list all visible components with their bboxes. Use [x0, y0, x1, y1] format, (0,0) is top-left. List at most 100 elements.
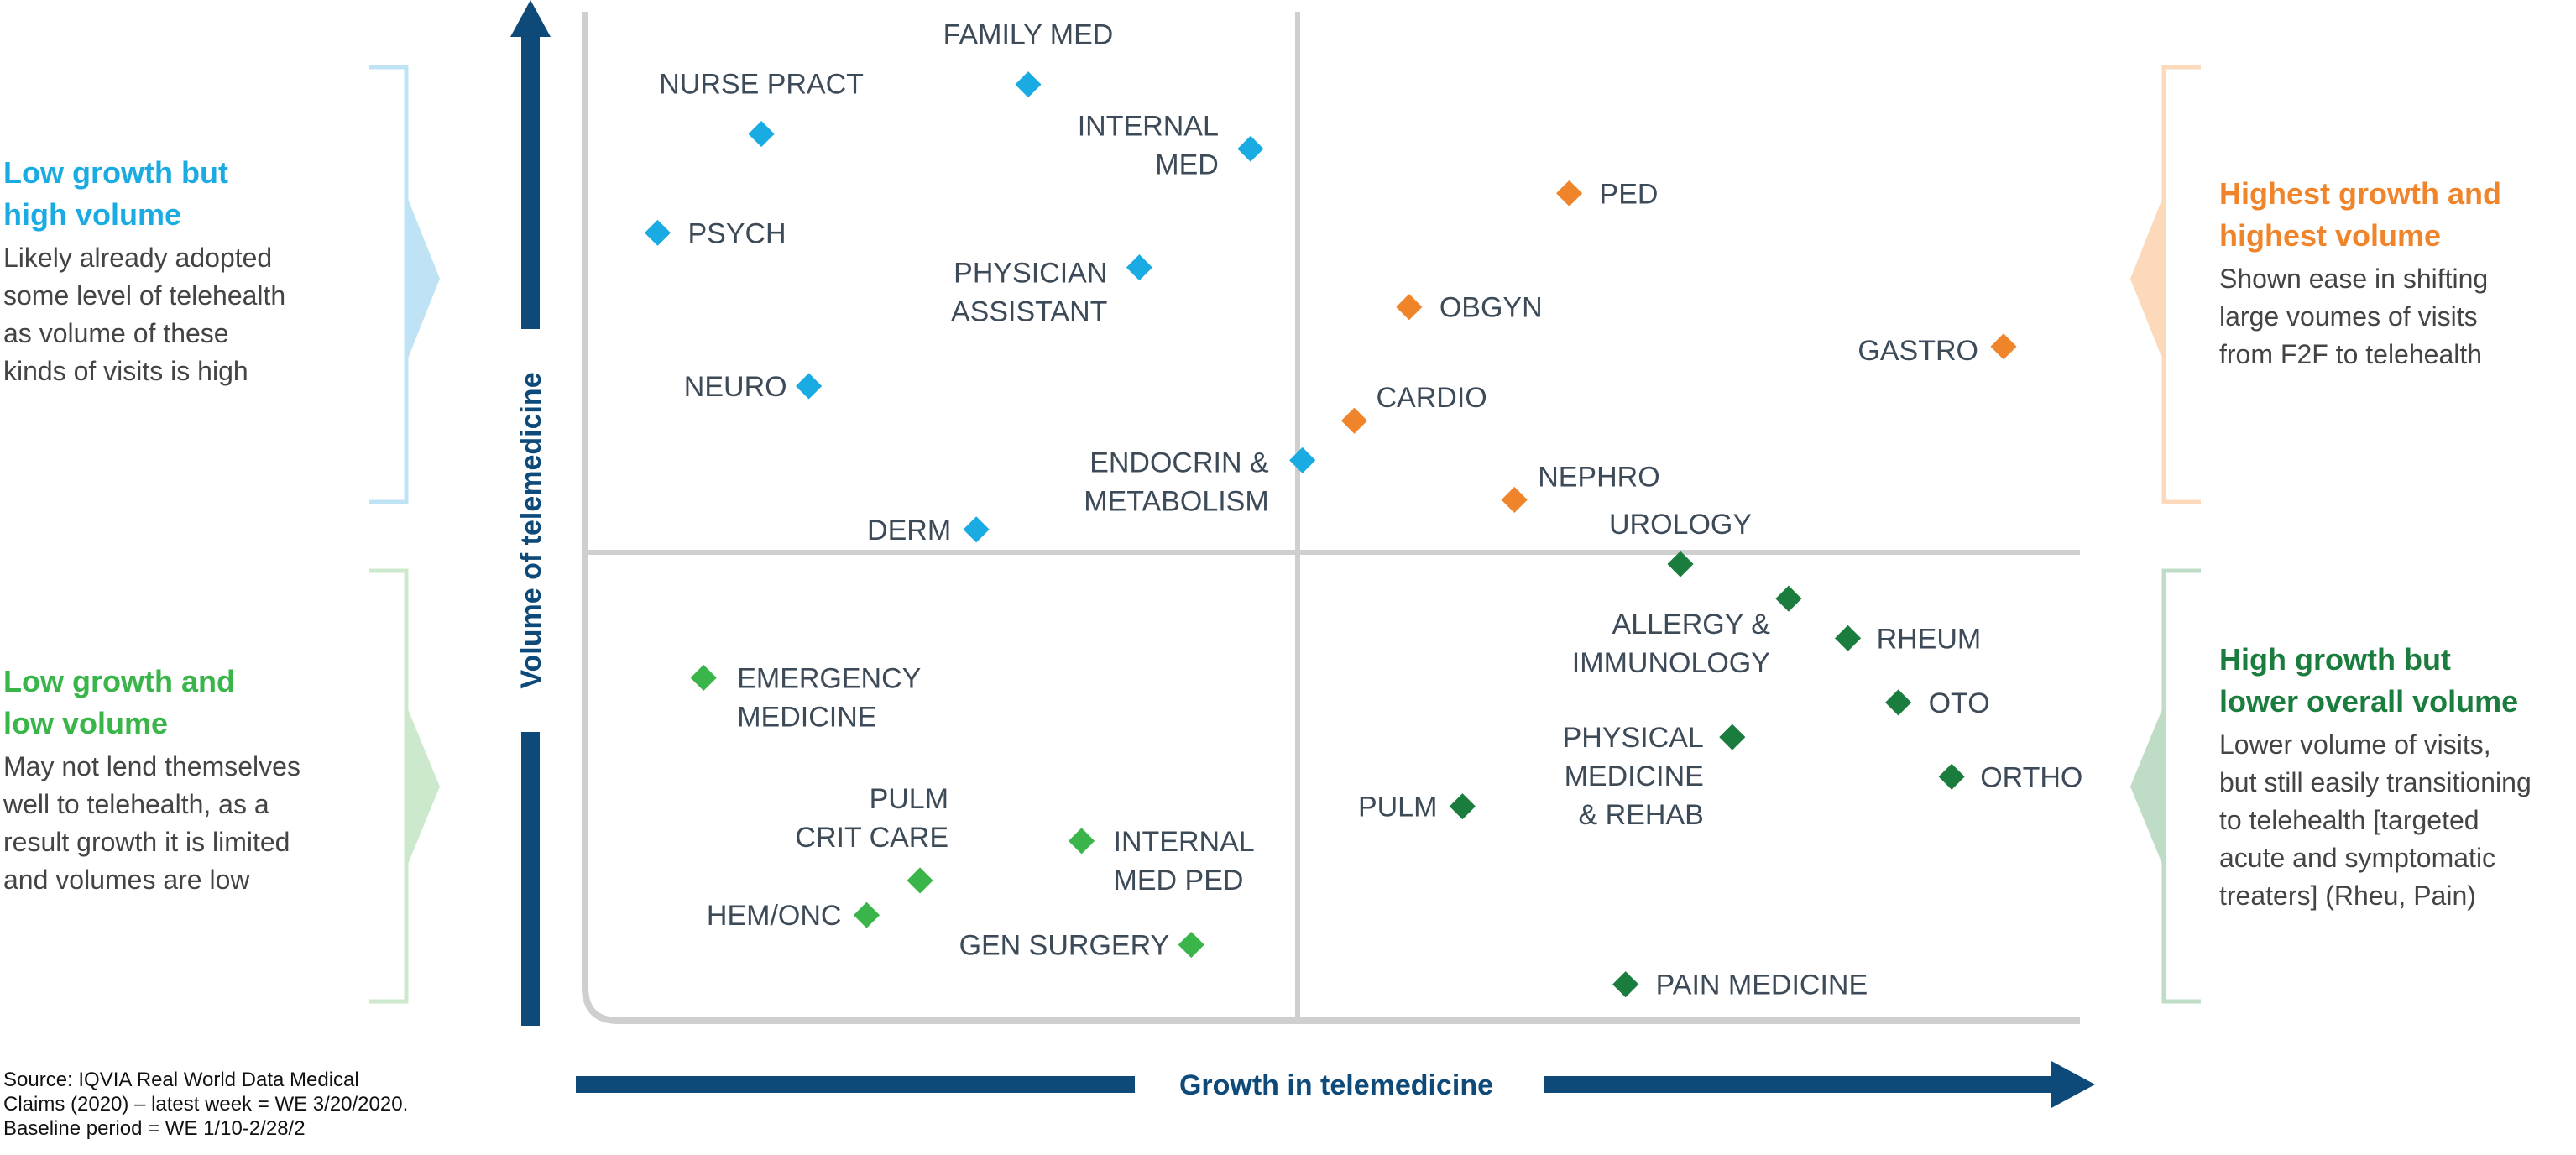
- point-label: HEM/ONC: [707, 900, 842, 932]
- point-label: PULM: [1358, 792, 1437, 823]
- point-marker: [690, 664, 717, 692]
- point-label: PHYSICIAN: [954, 258, 1107, 290]
- panel-title-line: lower overall volume: [2219, 684, 2519, 719]
- panel-desc-line: Likely already adopted: [3, 243, 273, 273]
- y-axis-label: Volume of telemedicine: [515, 372, 547, 688]
- source-line: Source: IQVIA Real World Data Medical: [3, 1069, 359, 1091]
- data-point: EMERGENCY MEDICINE: [690, 662, 921, 733]
- point-marker: [1126, 254, 1152, 281]
- panel-desc-line: result growth it is limited: [3, 827, 290, 857]
- point-label: IMMUNOLOGY: [1572, 647, 1770, 679]
- data-point: GASTRO: [1858, 333, 2017, 367]
- point-label: PAIN MEDICINE: [1656, 969, 1868, 1001]
- point-label: CRIT CARE: [795, 822, 948, 854]
- panel-title-line: High growth but: [2219, 642, 2451, 677]
- data-point: PULM CRIT CARE: [795, 783, 948, 894]
- point-label: EMERGENCY: [737, 662, 921, 694]
- y-axis-arrow: [510, 0, 551, 1026]
- point-label: INTERNAL: [1114, 826, 1255, 858]
- data-point: CARDIO: [1340, 382, 1487, 434]
- point-marker: [1938, 763, 1965, 790]
- point-marker: [1501, 486, 1528, 513]
- point-label: FAMILY MED: [943, 19, 1114, 51]
- panel-bottom-right: High growth but lower overall volume Low…: [2219, 639, 2572, 915]
- point-label: ENDOCRIN &: [1089, 447, 1269, 478]
- data-point: FAMILY MED: [943, 19, 1114, 98]
- panel-bottom-left: Low growth and low volume May not lend t…: [3, 661, 364, 899]
- data-points: NURSE PRACT FAMILY MED INTERNAL MED PSYCH PHY…: [644, 19, 2082, 1001]
- point-marker: [963, 516, 990, 543]
- data-point: PAIN MEDICINE: [1612, 969, 1868, 1001]
- point-marker: [907, 867, 933, 894]
- data-point: DERM: [867, 515, 990, 546]
- panel-desc-line: large voumes of visits: [2219, 301, 2478, 332]
- bracket-top-right: [2130, 65, 2201, 504]
- point-label: MEDICINE: [737, 701, 876, 733]
- data-point: INTERNAL MED: [1078, 110, 1264, 180]
- point-label: GASTRO: [1858, 335, 1978, 367]
- panel-top-right: Highest growth and highest volume Shown …: [2219, 173, 2572, 374]
- panel-desc-line: and volumes are low: [3, 865, 250, 895]
- data-point: ENDOCRIN & METABOLISM: [1084, 447, 1316, 517]
- data-point: NURSE PRACT: [659, 69, 864, 148]
- data-point: NEPHRO: [1501, 461, 1660, 513]
- point-marker: [796, 373, 823, 400]
- panel-desc-line: May not lend themselves: [3, 751, 300, 781]
- data-point: ALLERGY & IMMUNOLOGY: [1572, 585, 1802, 679]
- point-label: CARDIO: [1376, 382, 1487, 414]
- point-label: PED: [1600, 178, 1659, 210]
- panel-desc-line: acute and symptomatic: [2219, 843, 2496, 873]
- source-line: Baseline period = WE 1/10-2/28/2: [3, 1117, 306, 1140]
- point-label: ASSISTANT: [951, 296, 1107, 328]
- point-label: MEDICINE: [1565, 760, 1704, 792]
- bracket-bottom-left: [369, 568, 440, 1004]
- panel-desc-line: as volume of these: [3, 318, 229, 348]
- data-point: INTERNAL MED PED: [1068, 826, 1255, 896]
- x-axis-arrow: [576, 1061, 2095, 1108]
- point-label: NURSE PRACT: [659, 69, 864, 101]
- point-label: INTERNAL: [1078, 110, 1219, 142]
- point-label: MED: [1155, 149, 1219, 180]
- panel-title-line: Low growth and: [3, 664, 235, 698]
- data-point: RHEUM: [1835, 623, 1981, 655]
- point-marker: [1990, 333, 2017, 360]
- point-marker: [853, 902, 880, 928]
- x-axis-label: Growth in telemedicine: [1179, 1069, 1493, 1101]
- panel-desc-line: Lower volume of visits,: [2219, 729, 2491, 760]
- point-marker: [1835, 625, 1862, 651]
- panel-desc-line: some level of telehealth: [3, 280, 286, 311]
- point-label: OBGYN: [1440, 292, 1543, 324]
- data-point: OTO: [1885, 687, 1990, 719]
- point-marker: [1178, 931, 1204, 959]
- panel-title-line: low volume: [3, 706, 169, 740]
- bracket-top-left: [369, 65, 440, 504]
- point-label: ORTHO: [1980, 761, 2082, 793]
- point-label: PSYCH: [687, 217, 786, 249]
- data-point: PHYSICAL MEDICINE & REHAB: [1563, 722, 1746, 831]
- point-label: RHEUM: [1877, 623, 1982, 655]
- point-marker: [1775, 585, 1802, 612]
- panel-title-line: highest volume: [2219, 218, 2442, 253]
- data-point: PSYCH: [644, 217, 786, 249]
- point-label: PULM: [870, 783, 948, 815]
- point-marker: [1449, 793, 1476, 820]
- point-marker: [1885, 689, 1912, 716]
- data-point: PULM: [1358, 792, 1476, 823]
- source-note: Source: IQVIA Real World Data Medical Cl…: [3, 1068, 507, 1141]
- point-label: NEPHRO: [1538, 461, 1659, 493]
- point-marker: [1396, 294, 1423, 321]
- point-marker: [1015, 71, 1042, 98]
- point-marker: [1340, 407, 1368, 434]
- data-point: UROLOGY: [1609, 509, 1752, 578]
- plot-frame: [582, 12, 2080, 1024]
- panel-title-line: Highest growth and: [2219, 176, 2501, 211]
- point-label: GEN SURGERY: [959, 930, 1170, 962]
- data-point: NEURO: [684, 371, 823, 403]
- panel-title-line: Low growth but: [3, 155, 228, 190]
- data-point: PED: [1556, 178, 1658, 210]
- point-marker: [1667, 551, 1694, 578]
- point-marker: [1612, 971, 1639, 998]
- point-label: NEURO: [684, 371, 787, 403]
- panel-desc-line: Shown ease in shifting: [2219, 264, 2489, 294]
